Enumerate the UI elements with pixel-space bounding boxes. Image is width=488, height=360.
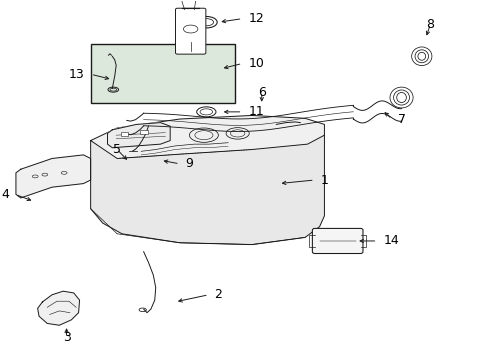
Bar (120, 132, 128, 136)
Text: 1: 1 (320, 174, 328, 186)
Text: 12: 12 (248, 12, 264, 25)
Text: 3: 3 (62, 331, 70, 344)
Text: 9: 9 (185, 157, 193, 170)
Text: 6: 6 (257, 86, 265, 99)
Text: 10: 10 (248, 57, 264, 70)
Polygon shape (107, 123, 170, 148)
FancyBboxPatch shape (312, 228, 362, 253)
Text: 4: 4 (1, 188, 9, 201)
Polygon shape (90, 116, 324, 158)
Text: 7: 7 (397, 113, 405, 126)
Text: 11: 11 (248, 105, 264, 118)
Polygon shape (38, 291, 80, 325)
Bar (90, 44, 235, 103)
Polygon shape (16, 155, 90, 198)
Text: 13: 13 (69, 68, 85, 81)
Bar (140, 130, 147, 134)
Text: 2: 2 (214, 288, 222, 301)
Text: 5: 5 (113, 143, 121, 156)
Polygon shape (90, 135, 324, 244)
Text: 14: 14 (383, 234, 398, 247)
Text: 8: 8 (426, 18, 433, 31)
FancyBboxPatch shape (175, 8, 205, 54)
